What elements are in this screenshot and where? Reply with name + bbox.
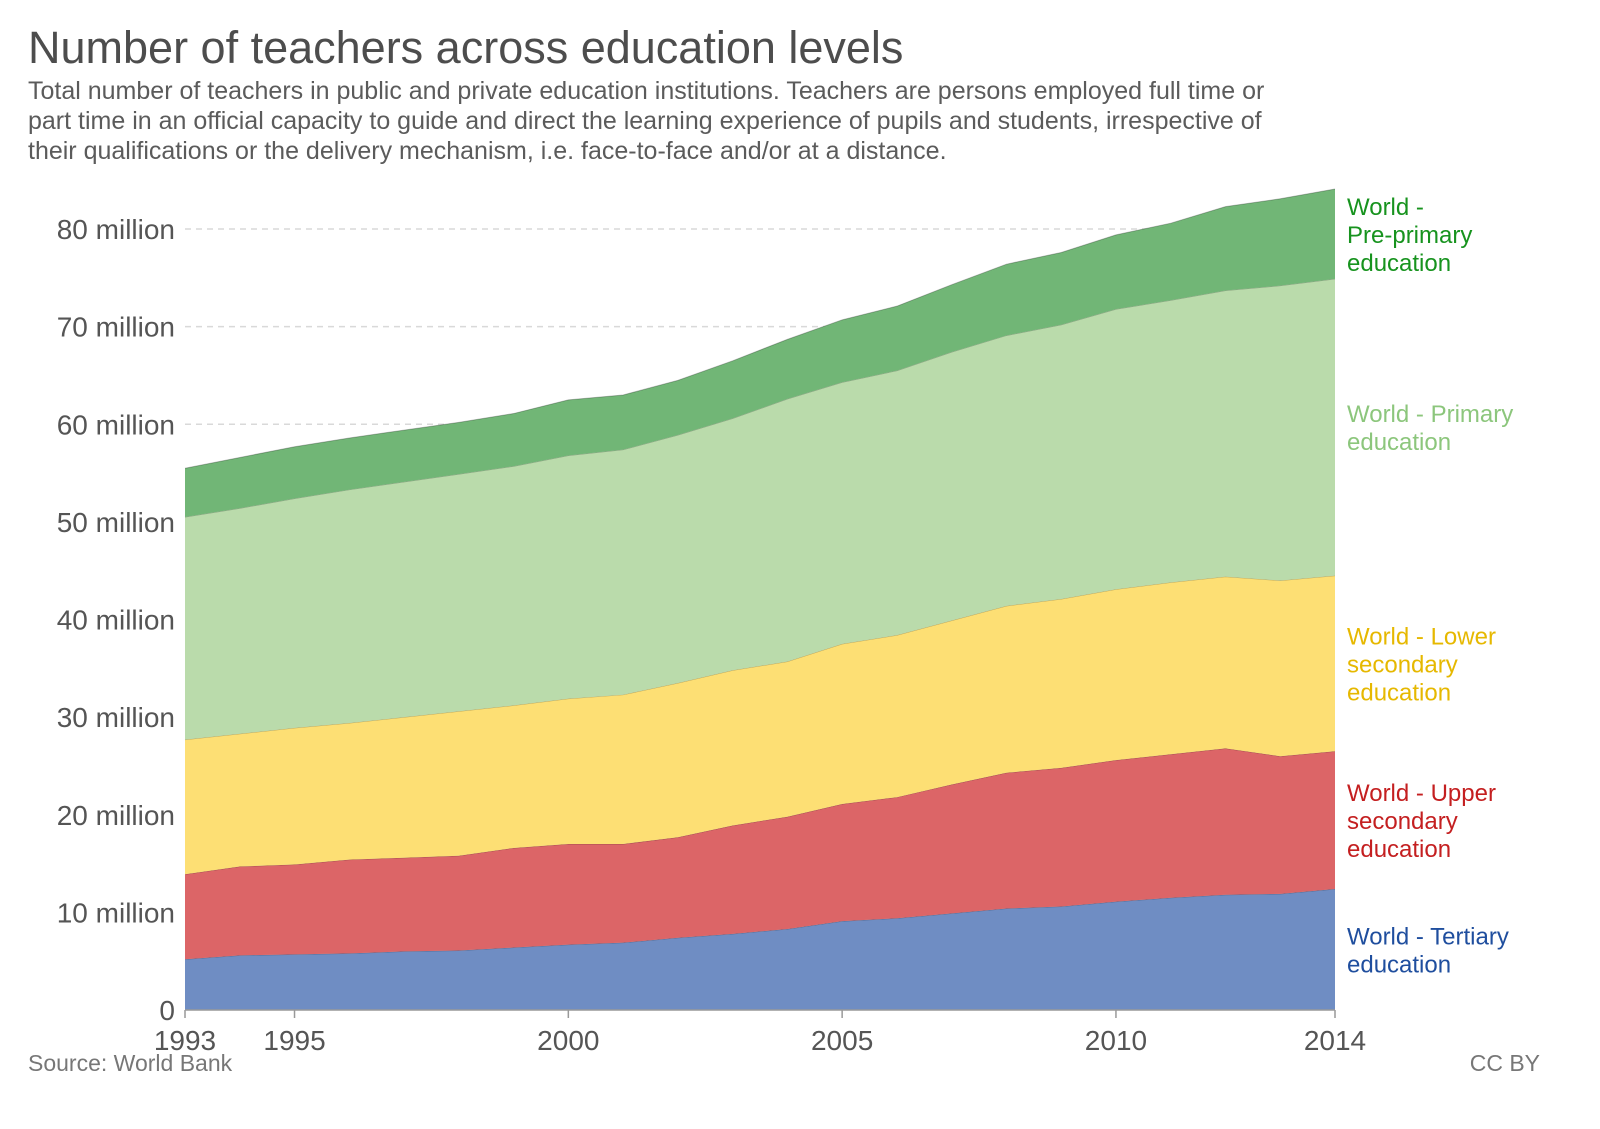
series-label-line: Pre-primary xyxy=(1347,222,1472,249)
area-series-group xyxy=(184,188,1336,1010)
x-tick-label: 1993 xyxy=(154,1025,216,1056)
x-tick-label: 2014 xyxy=(1304,1025,1366,1056)
series-label: World - Upper secondary education xyxy=(1347,780,1496,863)
area-series xyxy=(185,575,1335,875)
area-series xyxy=(185,189,1335,518)
series-label: World -Pre-primary education xyxy=(1347,194,1472,277)
x-tick-label: 2010 xyxy=(1085,1025,1147,1056)
series-line xyxy=(184,188,1336,469)
x-tick-label: 1995 xyxy=(263,1025,325,1056)
subtitle-line: their qualifications or the delivery mec… xyxy=(28,137,947,165)
series-label-line: World - xyxy=(1347,194,1424,221)
series-label-line: World - Lower xyxy=(1347,623,1496,650)
series-label-line: education xyxy=(1347,836,1451,863)
series-label-line: education xyxy=(1347,250,1451,277)
axes: 0 10 million 20 million 30 million 40 millio… xyxy=(57,214,1366,1056)
x-tick-label: 2005 xyxy=(811,1025,873,1056)
series-label: World - Primary education xyxy=(1347,401,1513,456)
series-label-line: education xyxy=(1347,679,1451,706)
series-label-line: World - Upper xyxy=(1347,780,1496,807)
series-label-line: education xyxy=(1347,429,1451,456)
series-label: World - Lower secondary education xyxy=(1347,623,1496,706)
series-label-line: education xyxy=(1347,951,1451,978)
x-tick-label: 2000 xyxy=(537,1025,599,1056)
series-label-line: World - Tertiary xyxy=(1347,923,1509,950)
chart-title: Number of teachers across education leve… xyxy=(28,22,904,73)
area-series xyxy=(185,888,1335,1010)
source-note: Source: World Bank xyxy=(28,1050,233,1076)
y-tick-label: 50 million xyxy=(57,507,175,538)
y-tick-label: 10 million xyxy=(57,897,175,928)
series-label: World - Tertiary education xyxy=(1347,923,1509,978)
y-tick-label: 60 million xyxy=(57,409,175,440)
y-tick-label: 40 million xyxy=(57,605,175,636)
series-label-line: secondary xyxy=(1347,808,1458,835)
area-series xyxy=(185,748,1335,960)
y-tick-label: 30 million xyxy=(57,702,175,733)
subtitle-line: part time in an official capacity to gui… xyxy=(28,107,1262,135)
y-tick-label: 70 million xyxy=(57,312,175,343)
series-label-line: secondary xyxy=(1347,651,1458,678)
y-tick-label: 0 xyxy=(159,995,175,1026)
license-note: CC BY xyxy=(1469,1050,1540,1076)
y-tick-label: 80 million xyxy=(57,214,175,245)
area-series xyxy=(185,278,1335,740)
subtitle-line: Total number of teachers in public and p… xyxy=(28,77,1265,105)
series-label-line: World - Primary xyxy=(1347,401,1513,428)
chart-subtitle: Total number of teachers in public and p… xyxy=(28,76,1428,166)
y-tick-label: 20 million xyxy=(57,800,175,831)
